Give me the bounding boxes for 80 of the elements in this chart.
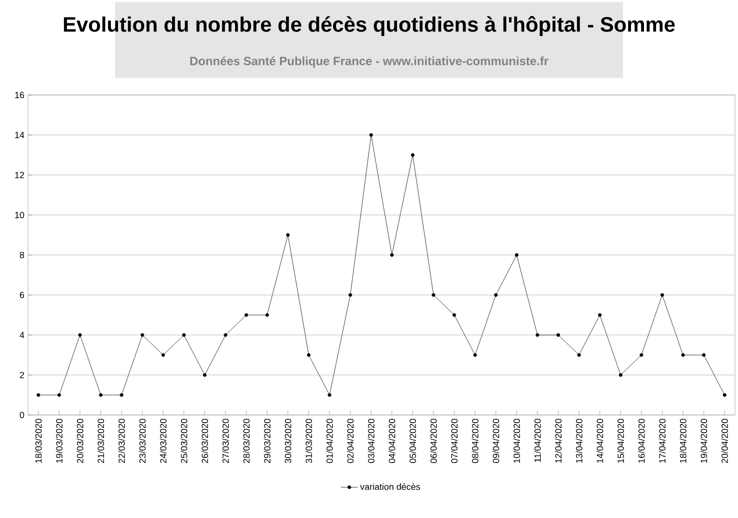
point: [202, 373, 207, 377]
point: [286, 233, 290, 237]
point: [702, 353, 706, 357]
x-tick-label: 25/03/2020: [180, 418, 188, 463]
point: [36, 393, 40, 397]
point: [473, 353, 477, 357]
point: [410, 153, 414, 157]
x-tick-label: 01/04/2020: [326, 418, 333, 464]
x-tick-label: 06/04/2020: [430, 418, 437, 464]
x-tick-label: 11/04/2020: [534, 418, 541, 462]
point: [120, 393, 124, 397]
point: [244, 313, 248, 317]
point: [57, 393, 61, 397]
x-tick-label: 12/04/2020: [554, 418, 562, 463]
x-tick-label: 19/03/2020: [56, 418, 62, 463]
point: [265, 313, 269, 317]
y-tick-label: 16: [15, 92, 24, 98]
point: [722, 393, 726, 397]
point: [618, 373, 622, 377]
x-tick-label: 13/04/2020: [576, 418, 582, 463]
x-tick-label: 08/04/2020: [472, 418, 478, 464]
point: [78, 333, 82, 337]
x-tick-label: 24/03/2020: [160, 418, 166, 463]
y-tick-label: 14: [15, 132, 24, 138]
y-tick-label: 2: [20, 372, 24, 378]
x-tick-label: 26/03/2020: [201, 418, 208, 463]
x-tick-label: 16/04/2020: [638, 418, 645, 463]
y-tick-label: 12: [15, 172, 24, 178]
point: [348, 293, 352, 297]
x-tick-label: 21/03/2020: [97, 418, 104, 463]
point: [224, 333, 228, 337]
y-tick-label: 8: [20, 252, 24, 258]
point: [390, 253, 394, 257]
x-tick-label: 18/03/2020: [35, 418, 42, 463]
point: [328, 393, 332, 397]
point: [536, 333, 540, 337]
x-tick-label: 27/03/2020: [222, 418, 229, 463]
x-tick-label: 17/04/2020: [658, 418, 666, 463]
chart-subtitle: Données Santé Publique France - www.initiative-communiste.fr: [190, 56, 548, 68]
x-tick-label: 02/04/2020: [347, 418, 354, 464]
x-tick-label: 31/03/2020: [305, 418, 312, 464]
x-tick-label: 19/04/2020: [700, 418, 708, 463]
point: [98, 393, 103, 397]
x-tick-label: 09/04/2020: [492, 418, 500, 464]
x-tick-label: 05/04/2020: [409, 418, 416, 464]
point: [494, 293, 498, 297]
x-tick-label: 04/04/2020: [388, 418, 396, 464]
point: [369, 133, 373, 137]
point: [306, 353, 311, 357]
point: [182, 333, 186, 337]
y-tick-label: 0: [20, 412, 24, 418]
x-tick-label: 30/03/2020: [284, 418, 292, 464]
x-tick-label: 20/04/2020: [721, 418, 728, 463]
x-tick-label: 28/03/2020: [243, 418, 250, 463]
point: [640, 353, 644, 357]
x-tick-label: 14/04/2020: [596, 418, 604, 463]
x-tick-label: 23/03/2020: [139, 418, 146, 463]
x-tick-label: 20/03/2020: [76, 418, 84, 463]
point: [681, 353, 685, 357]
point: [598, 313, 602, 317]
point: [577, 353, 581, 357]
point: [514, 253, 518, 257]
point: [660, 293, 664, 297]
x-tick-label: 29/03/2020: [264, 418, 270, 463]
y-tick-label: 4: [20, 332, 24, 338]
chart-title: Evolution du nombre de décès quotidiens à l'hôpital - Somme: [64, 16, 675, 36]
x-tick-label: 18/04/2020: [680, 418, 686, 463]
point: [140, 333, 144, 337]
x-tick-label: 10/04/2020: [513, 418, 520, 463]
point: [556, 333, 560, 337]
x-tick-label: 07/04/2020: [450, 418, 458, 464]
x-tick-label: 22/03/2020: [118, 418, 125, 463]
point: [432, 293, 436, 297]
x-tick-label: 03/04/2020: [368, 418, 374, 464]
x-tick-label: 15/04/2020: [617, 418, 624, 463]
point: [161, 353, 165, 357]
point: [452, 313, 456, 317]
y-tick-label: 6: [20, 292, 24, 298]
y-tick-label: 10: [15, 212, 24, 218]
legend-label: variation décès: [360, 483, 420, 490]
